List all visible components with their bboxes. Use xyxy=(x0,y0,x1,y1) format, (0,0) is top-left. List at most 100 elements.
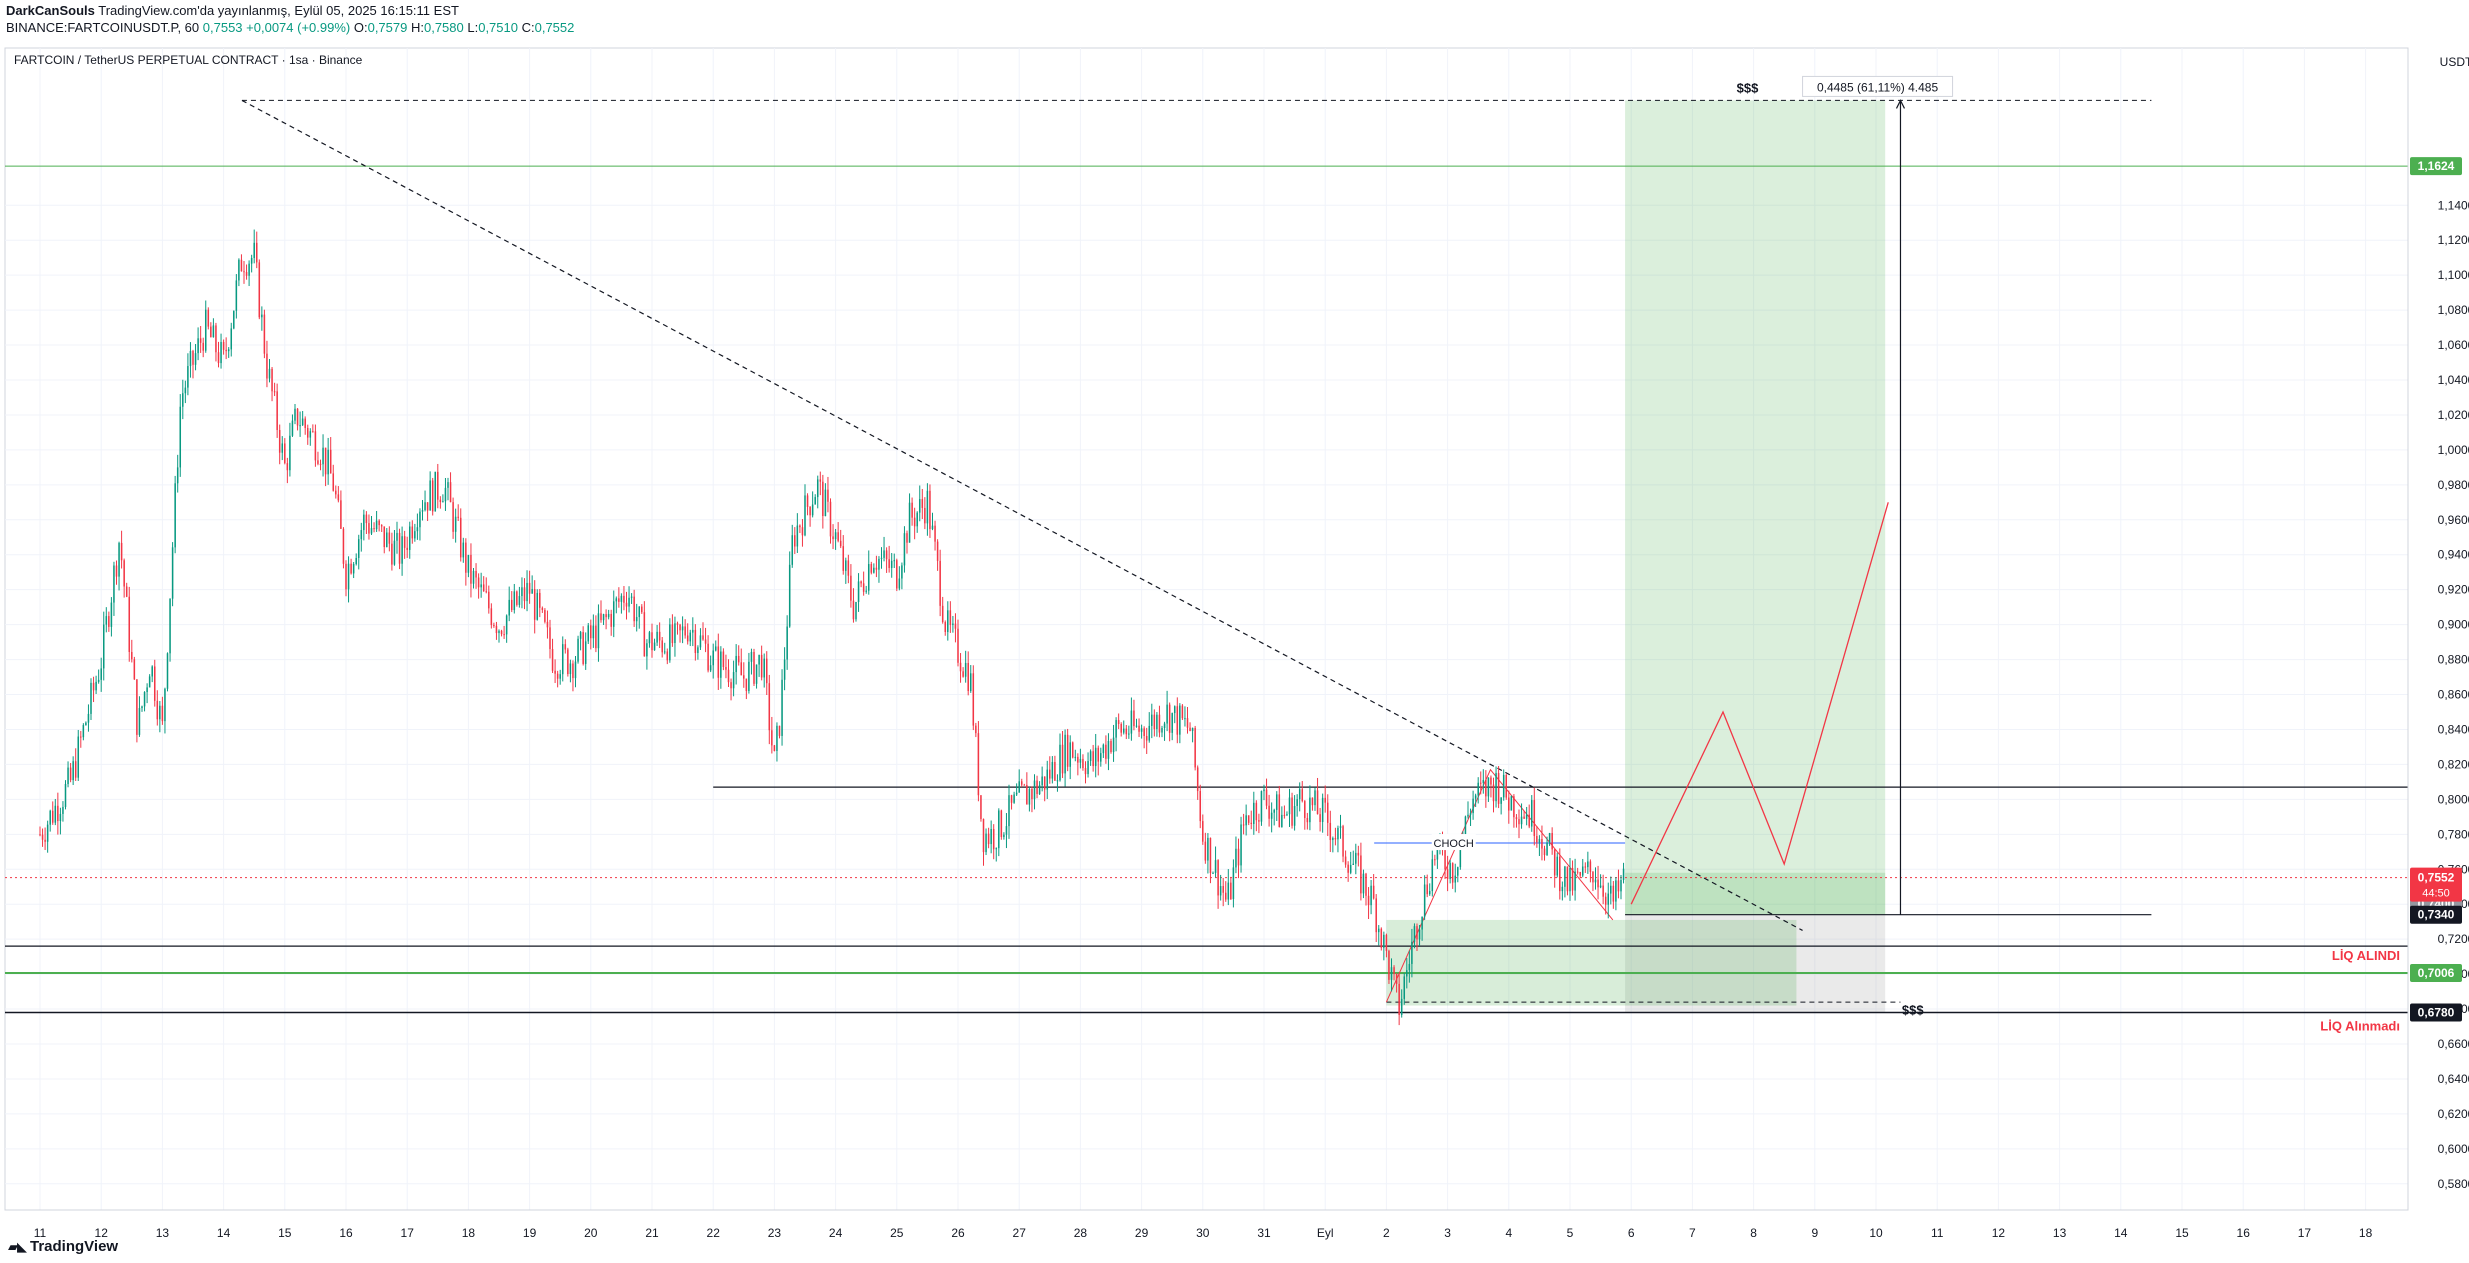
candle-body xyxy=(735,655,737,673)
candle-body xyxy=(416,527,419,532)
candle-body xyxy=(347,563,350,590)
candle-body xyxy=(875,567,878,570)
candle-body xyxy=(391,543,393,565)
candle-body xyxy=(1130,710,1133,734)
candle-body xyxy=(857,581,860,603)
candle-body xyxy=(459,517,462,558)
candle-body xyxy=(699,635,702,648)
candle-body xyxy=(335,490,337,495)
candle-body xyxy=(301,418,304,426)
candle-body xyxy=(880,557,883,559)
candle-body xyxy=(809,506,811,516)
candle-body xyxy=(1273,809,1275,813)
candle-body xyxy=(255,242,258,263)
candle-body xyxy=(1013,794,1015,803)
candle-body xyxy=(995,848,998,850)
candle-body xyxy=(174,483,176,548)
candle-body xyxy=(368,523,370,534)
candle-body xyxy=(579,632,582,639)
candle-body xyxy=(725,666,727,670)
candle-body xyxy=(806,495,809,507)
candle-body xyxy=(1523,816,1525,819)
tradingview-logo[interactable]: ▰◣ TradingView xyxy=(8,1238,118,1255)
candle-body xyxy=(977,733,980,796)
tradingview-logo-icon: ▰◣ xyxy=(8,1238,27,1254)
candle-body xyxy=(299,425,301,427)
candle-body xyxy=(401,536,403,564)
candle-body xyxy=(304,418,306,429)
candle-body xyxy=(816,479,819,498)
candle-body xyxy=(166,653,169,689)
candle-body xyxy=(1454,875,1457,883)
candle-body xyxy=(1321,797,1324,822)
candle-body xyxy=(992,828,995,850)
candle-body xyxy=(1551,833,1553,850)
x-tick-label: 9 xyxy=(1811,1226,1818,1240)
candle-body xyxy=(1253,802,1255,824)
candle-body xyxy=(503,634,505,636)
liq-not-taken-label: LİQ Alınmadı xyxy=(2320,1019,2400,1034)
candle-body xyxy=(69,767,72,781)
x-tick-label: 14 xyxy=(2114,1226,2128,1240)
candle-body xyxy=(635,617,638,622)
author-name[interactable]: DarkCanSouls xyxy=(6,3,95,18)
candle-body xyxy=(1138,725,1140,732)
candle-body xyxy=(360,530,363,540)
candle-body xyxy=(324,447,327,475)
candle-body xyxy=(442,501,444,503)
candle-body xyxy=(796,525,799,547)
candle-body xyxy=(493,625,495,627)
candle-body xyxy=(934,525,936,542)
symbol-name: BINANCE:FARTCOINUSDT.P, 60 xyxy=(6,20,200,35)
candle-body xyxy=(1140,728,1143,732)
candle-body xyxy=(268,368,271,379)
candle-body xyxy=(847,560,850,576)
candle-body xyxy=(1179,705,1181,735)
target-zone xyxy=(1625,100,1886,915)
candle-body xyxy=(495,625,498,634)
candle-body xyxy=(753,651,755,684)
candle-body xyxy=(470,554,472,584)
candle-body xyxy=(1184,718,1186,720)
x-tick-label: 5 xyxy=(1567,1226,1574,1240)
candle-body xyxy=(781,679,783,736)
candle-body xyxy=(1291,797,1293,826)
candle-body xyxy=(1089,751,1092,762)
candle-body xyxy=(1105,744,1107,759)
candle-body xyxy=(59,813,62,822)
candle-body xyxy=(133,659,136,680)
candle-body xyxy=(77,736,80,778)
candle-body xyxy=(852,600,855,620)
candle-body xyxy=(702,635,704,640)
candle-body xyxy=(1584,866,1587,868)
candle-body xyxy=(337,494,340,501)
x-tick-label: 20 xyxy=(584,1226,598,1240)
candle-body xyxy=(720,651,722,678)
candle-body xyxy=(890,560,893,568)
candle-body xyxy=(240,259,243,272)
candle-body xyxy=(1510,796,1513,811)
candle-body xyxy=(587,625,590,642)
candle-body xyxy=(564,644,567,650)
candle-body xyxy=(1316,790,1319,815)
candle-body xyxy=(1189,727,1191,731)
candle-body xyxy=(1477,782,1479,796)
x-tick-label: 12 xyxy=(1992,1226,2006,1240)
x-tick-label: 30 xyxy=(1196,1226,1210,1240)
candle-body xyxy=(860,581,862,584)
candle-body xyxy=(505,615,508,635)
candle-body xyxy=(783,659,786,680)
candle-body xyxy=(1497,773,1500,804)
candle-body xyxy=(194,353,197,365)
candle-body xyxy=(692,629,694,633)
candle-body xyxy=(212,325,215,338)
candle-body xyxy=(74,761,77,778)
candle-body xyxy=(633,596,635,622)
candle-body xyxy=(271,368,273,392)
candle-body xyxy=(717,646,720,678)
candle-body xyxy=(87,713,90,723)
measure-box xyxy=(1802,75,1954,97)
